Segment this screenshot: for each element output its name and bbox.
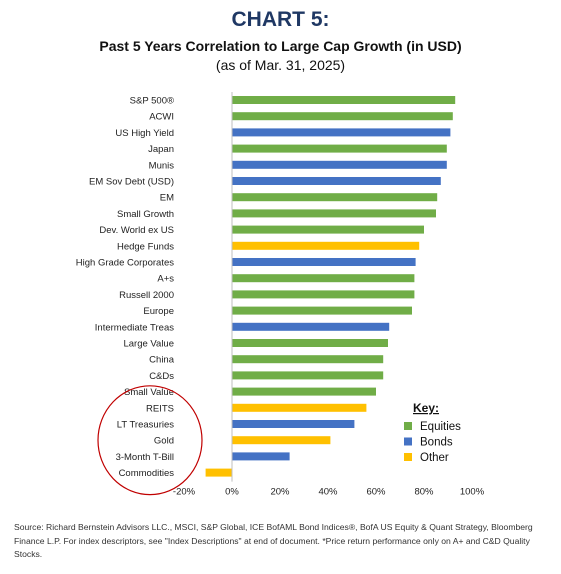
- category-label: Small Growth: [117, 209, 174, 220]
- category-label: Large Value: [123, 339, 174, 350]
- category-label: C&Ds: [149, 371, 174, 382]
- category-label: Munis: [149, 160, 175, 171]
- bar-europe: [232, 306, 412, 315]
- bar-3-month-t-bill: [232, 452, 290, 461]
- x-tick-label: 60%: [366, 487, 386, 498]
- bar-small-growth: [232, 209, 436, 218]
- legend-label-other: Other: [420, 452, 449, 464]
- legend-swatch-bonds: [404, 437, 412, 446]
- bar-lt-treasuries: [232, 420, 355, 428]
- x-tick-label: 0%: [225, 487, 239, 498]
- bar-dev-world-ex-us: [232, 225, 424, 234]
- bar-large-value: [232, 339, 388, 347]
- category-label: Hedge Funds: [117, 241, 174, 252]
- category-label: Dev. World ex US: [99, 225, 174, 236]
- bar-s-p-500: [232, 96, 456, 104]
- category-label: ACWI: [149, 112, 174, 123]
- bar-russell-2000: [232, 290, 415, 299]
- category-label: Intermediate Treas: [95, 322, 174, 333]
- bar-intermediate-treas: [232, 322, 390, 331]
- legend-title: Key:: [413, 401, 439, 415]
- category-label: Europe: [143, 306, 174, 317]
- category-label: EM Sov Debt (USD): [89, 177, 174, 188]
- category-label: S&P 500®: [130, 96, 174, 107]
- category-label: Japan: [148, 144, 174, 155]
- category-label: Gold: [154, 436, 174, 447]
- bar-high-grade-corporates: [232, 258, 416, 266]
- bar-small-value: [232, 387, 376, 396]
- category-labels: S&P 500® ACWI US High Yield Japan Munis EM So…: [76, 96, 175, 480]
- chart-date: (as of Mar. 31, 2025): [215, 57, 346, 73]
- x-tick-label: 40%: [318, 487, 338, 498]
- bar-munis: [232, 160, 447, 169]
- correlation-bar-chart: S&P 500® ACWI US High Yield Japan Munis EM So…: [76, 92, 485, 498]
- source-note: Source: Richard Bernstein Advisors LLC.,…: [14, 522, 533, 559]
- bar-a-s: [232, 274, 415, 283]
- category-label: Commodities: [119, 468, 175, 479]
- bar-japan: [232, 144, 447, 153]
- category-label: LT Treasuries: [117, 420, 174, 431]
- category-label: Russell 2000: [119, 290, 174, 301]
- legend: Key: Equities Bonds Other: [404, 401, 461, 464]
- category-label: US High Yield: [115, 128, 174, 139]
- category-label: 3-Month T-Bill: [116, 452, 174, 463]
- bar-c-ds: [232, 371, 384, 380]
- page-title: CHART 5:: [231, 8, 330, 31]
- category-label: Small Value: [124, 387, 174, 398]
- bar-hedge-funds: [232, 241, 420, 250]
- category-label: High Grade Corporates: [76, 258, 174, 269]
- x-tick-label: 20%: [270, 487, 290, 498]
- bar-em-sov-debt-usd: [232, 177, 441, 185]
- x-tick-labels: -20% 0% 20% 40% 60% 80% 100%: [173, 487, 485, 498]
- bar-commodities: [205, 468, 232, 477]
- bar-acwi: [232, 112, 453, 121]
- category-label: EM: [160, 193, 174, 204]
- highlight-ellipse: [97, 385, 203, 496]
- category-label: A+s: [157, 274, 174, 285]
- chart-subtitle: Past 5 Years Correlation to Large Cap Gr…: [99, 38, 462, 54]
- category-label: China: [149, 355, 175, 366]
- bar-us-high-yield: [232, 128, 451, 137]
- legend-swatch-equities: [404, 422, 412, 430]
- legend-label-equities: Equities: [420, 421, 461, 433]
- x-tick-label: 100%: [460, 487, 485, 498]
- legend-swatch-other: [404, 453, 412, 461]
- bar-em: [232, 193, 438, 202]
- bar-china: [232, 355, 384, 364]
- bar-reits: [232, 403, 367, 412]
- category-label: REITS: [146, 403, 174, 414]
- bars-group: [205, 96, 456, 477]
- x-tick-label: -20%: [173, 487, 196, 498]
- x-tick-label: 80%: [414, 487, 434, 498]
- legend-label-bonds: Bonds: [420, 437, 453, 449]
- bar-gold: [232, 436, 331, 445]
